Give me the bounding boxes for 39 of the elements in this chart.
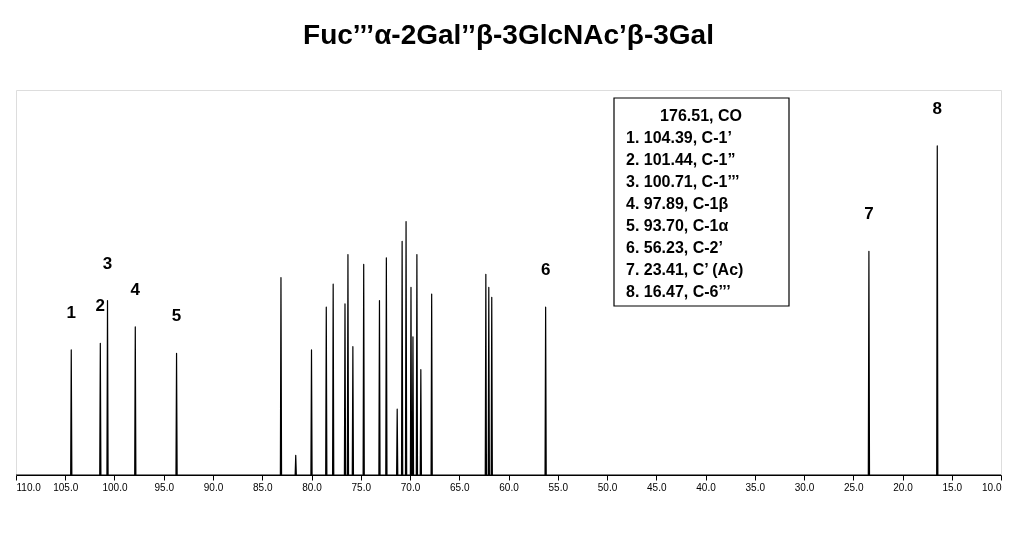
annotation: 3. 100.71, C-1’’’ (626, 173, 740, 190)
annotation: 2. 101.44, C-1” (626, 151, 736, 168)
x-tick-label: 20.0 (893, 481, 914, 493)
x-tick-label: 70.0 (400, 481, 421, 493)
x-tick-label: 95.0 (154, 481, 175, 493)
x-tick-label: 50.0 (597, 481, 618, 493)
annotation: 4. 97.89, C-1β (626, 195, 729, 212)
x-tick-label: 100.0 (102, 481, 128, 493)
x-tick-label: 55.0 (548, 481, 569, 493)
annotation: 8. 16.47, C-6’’’ (626, 283, 731, 300)
annotation: 5. 93.70, C-1α (626, 217, 729, 234)
annotation: 1 (66, 302, 76, 322)
x-tick-label: 15.0 (942, 481, 963, 493)
annotation: 4 (130, 279, 141, 299)
annotation: 5 (171, 306, 182, 326)
x-tick-label: 40.0 (696, 481, 717, 493)
x-tick-label: 10.0 (982, 481, 1002, 493)
x-tick-label: 65.0 (450, 481, 470, 493)
chart-title: Fuc’’’α-2Gal’’β-3GlcNAc’β-3Gal (303, 19, 714, 50)
annotation: 7. 23.41, C’ (Ac) (626, 261, 744, 278)
annotation: 1. 104.39, C-1’ (626, 129, 732, 146)
x-tick-label: 80.0 (302, 481, 323, 493)
x-tick-label: 25.0 (844, 481, 864, 493)
x-tick-label: 75.0 (351, 481, 372, 493)
x-tick-label: 30.0 (794, 481, 815, 493)
x-tick-label: 105.0 (53, 481, 79, 493)
annotation: 6 (540, 260, 551, 280)
annotation: 6. 56.23, C-2’ (626, 239, 723, 256)
annotation: 7 (864, 204, 874, 224)
x-tick-label: 85.0 (253, 481, 273, 493)
annotation: 8 (932, 98, 942, 118)
annotation: 3 (102, 253, 113, 273)
x-tick-label: 110.0 (16, 481, 42, 493)
x-tick-label: 90.0 (203, 481, 224, 493)
annotation: 2 (95, 296, 106, 316)
text: 176.51, CO (660, 107, 742, 124)
x-tick-label: 60.0 (499, 481, 520, 493)
x-tick-label: 35.0 (745, 481, 766, 493)
x-tick-label: 45.0 (647, 481, 667, 493)
